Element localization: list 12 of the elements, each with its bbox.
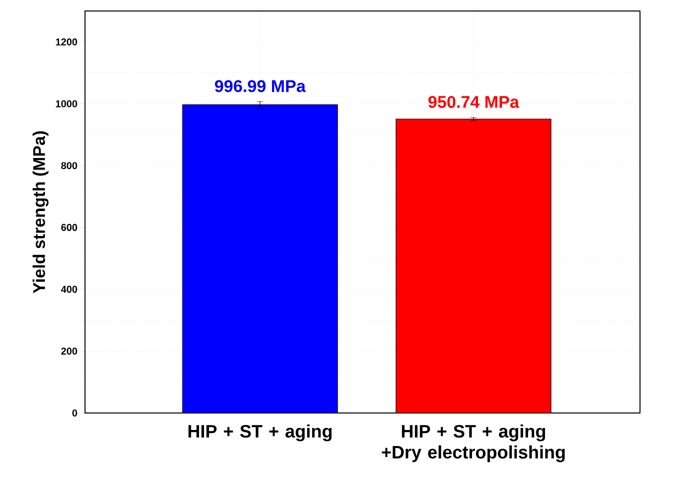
- y-tick-label: 800: [61, 162, 78, 170]
- y-tick-label: 600: [61, 224, 78, 231]
- y-tick-label: 0: [72, 409, 78, 417]
- x-tick-label: HIP + ST + aging: [188, 424, 332, 442]
- y-tick-label: 400: [61, 286, 78, 293]
- data-label: 996.99 MPa: [214, 80, 306, 92]
- x-tick-label: HIP + ST + aging +Dry electropolishing: [382, 424, 565, 462]
- y-tick-label: 1200: [56, 38, 78, 46]
- y-axis-title: Yield strength (MPa): [32, 131, 48, 294]
- data-label: 950.74 MPa: [428, 96, 520, 108]
- y-tick-label: 200: [61, 348, 78, 355]
- y-tick-label: 1000: [56, 100, 78, 108]
